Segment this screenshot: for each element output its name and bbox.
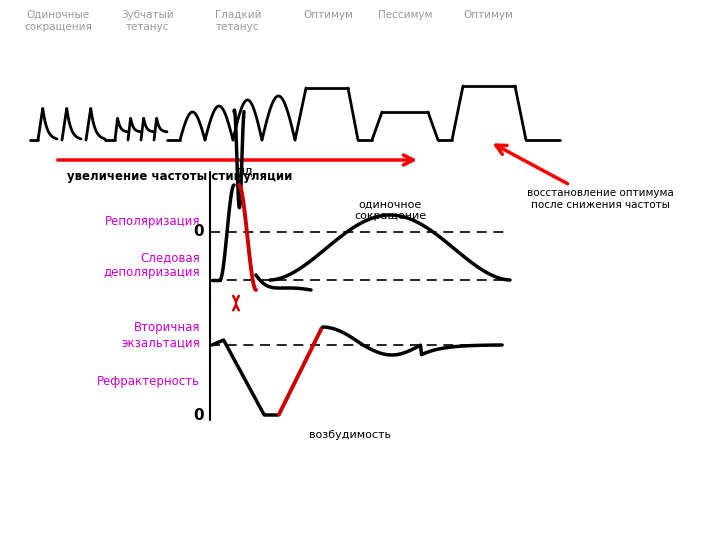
Text: возбудимость: возбудимость bbox=[309, 430, 391, 440]
Text: пд: пд bbox=[237, 164, 254, 177]
Text: Вторичная
экзальтация: Вторичная экзальтация bbox=[121, 321, 200, 349]
Text: Оптимум: Оптимум bbox=[303, 10, 353, 20]
Text: Зубчатый
тетанус: Зубчатый тетанус bbox=[122, 10, 174, 32]
Text: 0: 0 bbox=[194, 408, 204, 422]
Text: восстановление оптимума
после снижения частоты: восстановление оптимума после снижения ч… bbox=[526, 188, 673, 210]
Text: Следовая
деполяризация: Следовая деполяризация bbox=[104, 251, 200, 279]
Text: Пессимум: Пессимум bbox=[378, 10, 432, 20]
Text: Рефрактерность: Рефрактерность bbox=[97, 375, 200, 388]
Text: увеличение частоты стимуляции: увеличение частоты стимуляции bbox=[67, 170, 293, 183]
Text: Оптимум: Оптимум bbox=[463, 10, 513, 20]
Text: одиночное
сокращение: одиночное сокращение bbox=[354, 199, 426, 221]
Text: Реполяризация: Реполяризация bbox=[104, 215, 200, 228]
Text: Гладкий
тетанус: Гладкий тетанус bbox=[215, 10, 261, 32]
Text: Одиночные
сокращения: Одиночные сокращения bbox=[24, 10, 92, 32]
Text: 0: 0 bbox=[194, 225, 204, 240]
